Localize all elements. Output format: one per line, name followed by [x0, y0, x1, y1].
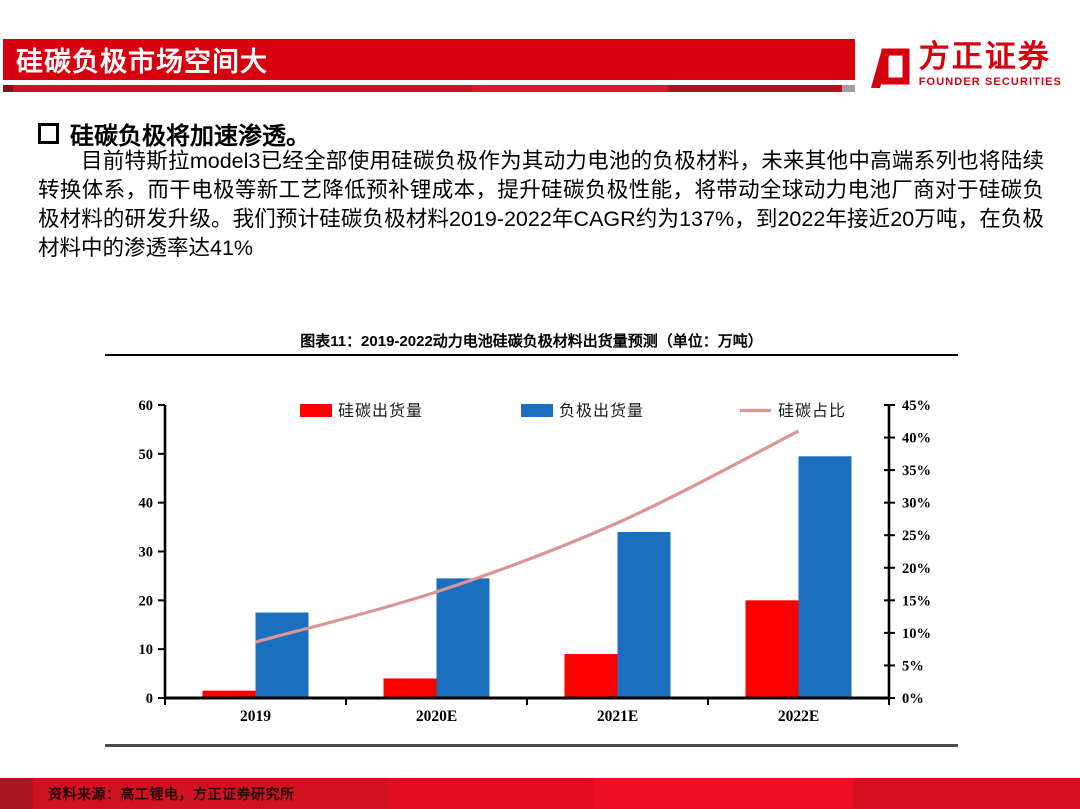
- bar-负极出货量-2020E: [436, 578, 490, 698]
- left-tick-label: 60: [139, 398, 154, 414]
- page-title: 硅碳负极市场空间大: [16, 47, 268, 77]
- left-tick-label: 0: [146, 691, 153, 707]
- right-tick-label: 5%: [902, 658, 924, 674]
- left-tick-label: 30: [139, 545, 154, 561]
- right-tick-label: 20%: [902, 561, 931, 577]
- trend-line-硅碳占比: [255, 429, 800, 644]
- right-tick-label: 40%: [902, 431, 931, 447]
- right-tick-label: 10%: [902, 626, 931, 642]
- figure-title-rule: [105, 354, 958, 356]
- legend-label-硅碳占比: 硅碳占比: [778, 402, 846, 420]
- right-tick-label: 45%: [902, 398, 931, 414]
- legend-label-硅碳出货量: 硅碳出货量: [338, 402, 423, 420]
- figure-bottom-rule: [105, 744, 958, 747]
- bar-负极出货量-2022E: [798, 456, 852, 698]
- bar-负极出货量-2019: [255, 612, 309, 698]
- founder-logo-icon: [870, 48, 910, 88]
- section-heading-label: 硅碳负极将加速渗透。: [70, 123, 310, 150]
- right-tick-label: 35%: [902, 463, 931, 479]
- category-label: 2021E: [597, 708, 638, 725]
- source-note: 资料来源：高工锂电，方正证券研究所: [48, 785, 295, 802]
- brand-name-en: FOUNDER SECURITIES: [918, 76, 1062, 88]
- bullet-square-icon: [38, 123, 59, 144]
- legend-label-负极出货量: 负极出货量: [559, 402, 644, 420]
- legend-swatch-负极出货量: [521, 404, 553, 417]
- brand-logo-text: 方正证券 FOUNDER SECURITIES: [918, 39, 1062, 89]
- bar-硅碳出货量-2021E: [564, 654, 618, 698]
- left-tick-label: 20: [139, 593, 154, 609]
- legend-swatch-硅碳出货量: [300, 404, 332, 417]
- bar-硅碳出货量-2019: [202, 690, 256, 698]
- brand-name-cn: 方正证券: [918, 39, 1051, 74]
- header-bar: 硅碳负极市场空间大: [3, 39, 855, 80]
- right-tick-label: 25%: [902, 528, 931, 544]
- category-label: 2020E: [416, 708, 457, 725]
- bar-负极出货量-2021E: [617, 531, 671, 698]
- brand-logo: 方正证券 FOUNDER SECURITIES: [870, 40, 1062, 92]
- footer-bar: 资料来源：高工锂电，方正证券研究所: [0, 778, 1080, 809]
- section-heading: 硅碳负极将加速渗透。: [38, 116, 310, 151]
- right-tick-label: 30%: [902, 496, 931, 512]
- right-tick-label: 15%: [902, 593, 931, 609]
- header-stripe: [3, 85, 855, 92]
- category-label: 2022E: [778, 708, 819, 725]
- right-tick-label: 0%: [902, 691, 924, 707]
- left-tick-label: 40: [139, 496, 154, 512]
- bar-硅碳出货量-2022E: [745, 600, 799, 698]
- left-tick-label: 50: [139, 447, 154, 463]
- body-paragraph: 目前特斯拉model3已经全部使用硅碳负极作为其动力电池的负极材料，未来其他中高…: [38, 149, 1044, 260]
- category-label: 2019: [240, 708, 271, 725]
- figure-title: 图表11：2019-2022动力电池硅碳负极材料出货量预测（单位：万吨）: [300, 333, 763, 350]
- left-tick-label: 10: [139, 642, 154, 658]
- shipment-forecast-chart: 0 10 20 30 40 50 60 0% 5% 10% 15% 20% 25% 30% 35% 40% 45…: [139, 398, 932, 725]
- bar-硅碳出货量-2020E: [383, 678, 437, 698]
